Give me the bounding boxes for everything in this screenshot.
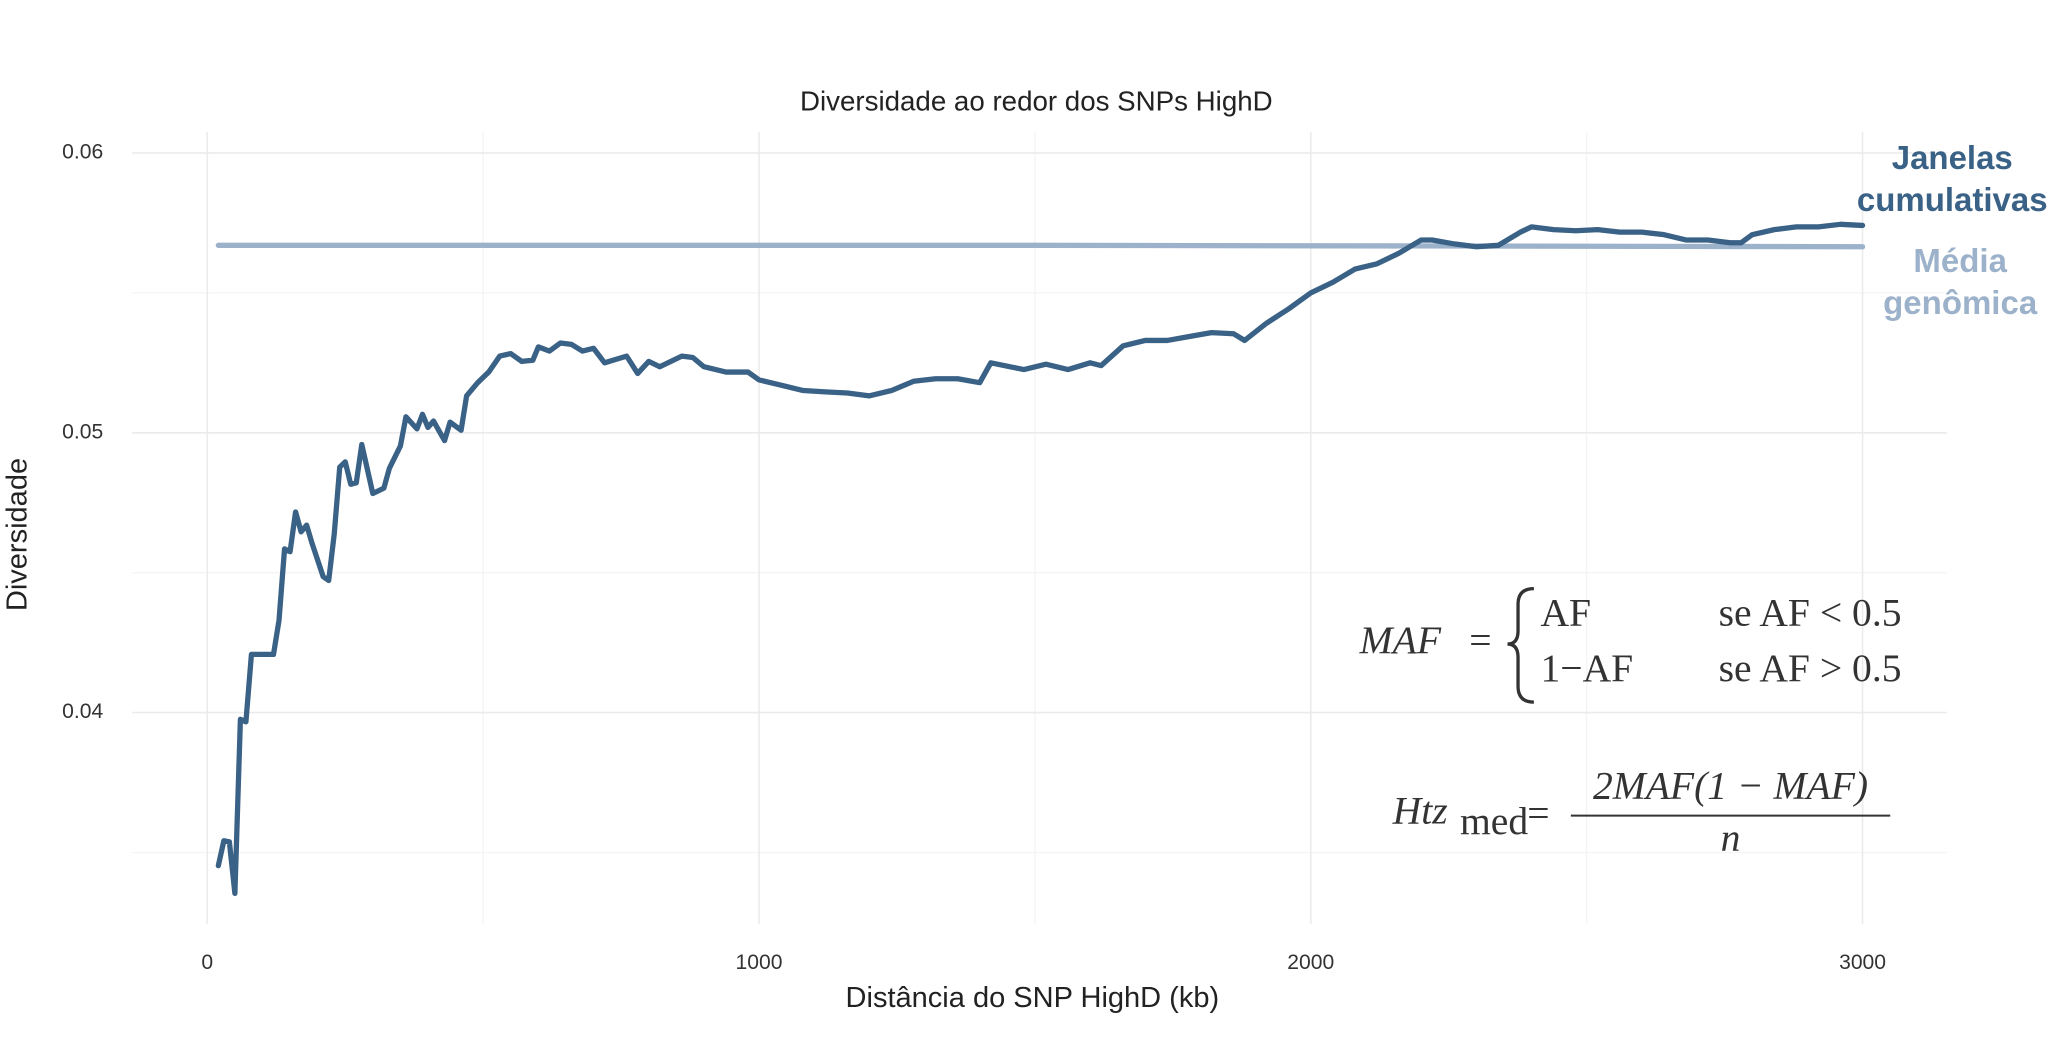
- y-tick-label: 0.04: [62, 700, 103, 723]
- formula: Htz med = 2MAF(1 − MAF) n: [1392, 763, 1891, 860]
- case-cond: se AF > 0.5: [1719, 646, 1902, 690]
- brace: [1507, 586, 1534, 704]
- x-tick-label: 2000: [1287, 951, 1334, 974]
- case-expr: AF: [1540, 590, 1591, 634]
- legend-entry: Janelas cumulativas: [1856, 139, 2048, 220]
- case-expr: 1−AF: [1540, 646, 1633, 690]
- legend-entry: Média genômica: [1883, 242, 2038, 323]
- series-line: [215, 242, 1866, 250]
- formula-subscript: med: [1460, 799, 1528, 843]
- chart-title: Diversidade ao redor dos SNPs HighD: [800, 85, 1273, 116]
- x-tick-label: 0: [201, 951, 213, 974]
- x-tick-label: 1000: [736, 951, 783, 974]
- lines: [215, 221, 1866, 896]
- y-tick-label: 0.05: [62, 420, 103, 443]
- formula-relation: =: [1527, 791, 1549, 835]
- series-line: [215, 221, 1866, 896]
- numerator: 2MAF(1 − MAF): [1593, 763, 1868, 807]
- x-axis-title: Distância do SNP HighD (kb): [846, 982, 1220, 1014]
- case-cond: se AF < 0.5: [1719, 590, 1902, 634]
- grid: [132, 131, 1947, 924]
- legend-label: Média genômica: [1883, 242, 2038, 323]
- formula-lhs: MAF: [1359, 618, 1442, 662]
- y-tick-label: 0.06: [62, 141, 103, 164]
- formula-lhs: Htz: [1392, 788, 1448, 832]
- legend-label: Janelas cumulativas: [1856, 139, 2048, 220]
- formula-relation: =: [1469, 618, 1491, 662]
- y-axis-title: Diversidade: [1, 458, 33, 611]
- plot-panel: [132, 131, 1947, 924]
- denominator: n: [1721, 816, 1741, 860]
- x-tick-label: 3000: [1839, 951, 1886, 974]
- formula: MAF = AF se AF < 0.5 1−AF se AF > 0.5: [1359, 586, 1902, 704]
